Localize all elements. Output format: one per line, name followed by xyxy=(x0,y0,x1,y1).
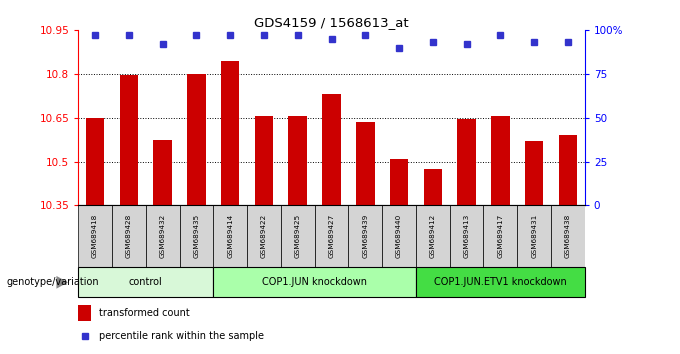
Bar xyxy=(525,141,543,205)
Text: genotype/variation: genotype/variation xyxy=(7,277,99,287)
Bar xyxy=(288,116,307,205)
Bar xyxy=(78,305,91,321)
Text: GSM689440: GSM689440 xyxy=(396,214,402,258)
Bar xyxy=(382,205,416,267)
Bar xyxy=(86,118,104,205)
Bar xyxy=(146,205,180,267)
Text: GSM689414: GSM689414 xyxy=(227,214,233,258)
Bar xyxy=(221,61,239,205)
Bar xyxy=(458,119,476,205)
Bar xyxy=(348,205,382,267)
Bar xyxy=(424,169,442,205)
Text: GSM689432: GSM689432 xyxy=(160,214,166,258)
Text: GSM689427: GSM689427 xyxy=(328,214,335,258)
Text: GSM689425: GSM689425 xyxy=(294,214,301,258)
Bar xyxy=(187,74,205,205)
Bar xyxy=(551,205,585,267)
Bar xyxy=(112,205,146,267)
Bar xyxy=(214,267,416,297)
Text: transformed count: transformed count xyxy=(99,308,190,318)
Bar xyxy=(78,267,214,297)
Text: GSM689428: GSM689428 xyxy=(126,214,132,258)
Text: GSM689422: GSM689422 xyxy=(261,214,267,258)
Bar xyxy=(322,95,341,205)
Bar xyxy=(416,205,449,267)
Bar xyxy=(78,205,112,267)
Bar xyxy=(247,205,281,267)
Text: GSM689412: GSM689412 xyxy=(430,214,436,258)
Bar xyxy=(449,205,483,267)
Bar xyxy=(154,139,172,205)
Bar xyxy=(255,116,273,205)
Bar xyxy=(356,122,375,205)
Text: percentile rank within the sample: percentile rank within the sample xyxy=(99,331,265,341)
Bar xyxy=(491,116,509,205)
Bar xyxy=(180,205,214,267)
Bar xyxy=(416,267,585,297)
Text: GSM689438: GSM689438 xyxy=(565,214,571,258)
Bar xyxy=(315,205,348,267)
Text: GSM689435: GSM689435 xyxy=(193,214,199,258)
Text: GSM689417: GSM689417 xyxy=(497,214,503,258)
Text: COP1.JUN.ETV1 knockdown: COP1.JUN.ETV1 knockdown xyxy=(434,277,566,287)
Text: COP1.JUN knockdown: COP1.JUN knockdown xyxy=(262,277,367,287)
Text: control: control xyxy=(129,277,163,287)
Bar xyxy=(390,159,408,205)
Text: GSM689413: GSM689413 xyxy=(464,214,470,258)
Bar xyxy=(120,75,138,205)
Bar xyxy=(517,205,551,267)
Bar xyxy=(281,205,315,267)
Bar xyxy=(483,205,517,267)
Text: GSM689431: GSM689431 xyxy=(531,214,537,258)
Bar xyxy=(214,205,247,267)
Title: GDS4159 / 1568613_at: GDS4159 / 1568613_at xyxy=(254,16,409,29)
Text: GSM689439: GSM689439 xyxy=(362,214,369,258)
Text: GSM689418: GSM689418 xyxy=(92,214,98,258)
Bar xyxy=(559,135,577,205)
